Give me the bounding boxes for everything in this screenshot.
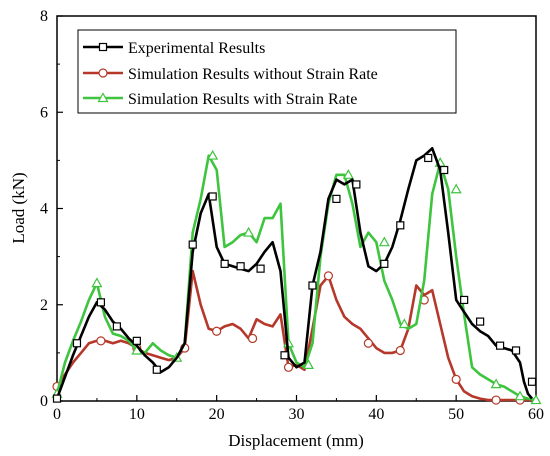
data-point	[323, 271, 334, 281]
data-point	[378, 236, 390, 247]
data-point	[527, 377, 537, 386]
legend-swatch-marker	[97, 92, 109, 103]
data-point	[220, 259, 229, 268]
data-point	[450, 183, 462, 194]
x-tick-label: 60	[528, 406, 544, 423]
data-point	[476, 317, 485, 326]
x-axis-title: Displacement (mm)	[228, 431, 364, 450]
data-point	[280, 351, 289, 360]
data-point	[212, 326, 222, 336]
legend-swatch-marker	[98, 42, 108, 52]
legend-box	[77, 29, 457, 114]
y-tick-label: 6	[40, 104, 48, 121]
data-point	[236, 262, 245, 271]
data-point	[96, 336, 106, 346]
data-point	[132, 336, 141, 345]
data-point	[342, 169, 354, 179]
x-axis-ticks: 0 10 20 30 40 50 60	[53, 395, 544, 423]
series-layer	[51, 147, 542, 405]
data-point	[395, 345, 405, 356]
data-point	[530, 394, 542, 405]
data-point	[72, 339, 82, 348]
data-point	[396, 221, 405, 230]
x-tick-label: 30	[289, 406, 305, 423]
data-point	[451, 374, 461, 384]
data-point	[283, 362, 294, 372]
data-point	[363, 338, 373, 348]
legend-label: Experimental Results	[128, 40, 265, 57]
data-point	[91, 277, 103, 288]
x-tick-label: 10	[129, 406, 145, 423]
series-0	[52, 147, 537, 403]
x-tick-label: 40	[368, 406, 384, 423]
data-point	[112, 322, 121, 331]
data-point	[511, 346, 521, 355]
legend-label: Simulation Results with Strain Rate	[128, 91, 357, 108]
legend-swatch-marker	[98, 68, 108, 78]
data-point	[302, 359, 315, 370]
data-point	[188, 240, 197, 249]
data-point	[208, 192, 217, 201]
data-point	[243, 226, 255, 237]
data-point	[207, 149, 219, 160]
y-tick-label: 4	[40, 201, 48, 218]
data-point	[398, 318, 410, 329]
data-point	[308, 281, 317, 290]
data-point	[152, 365, 161, 374]
data-point	[514, 390, 526, 401]
y-axis-ticks: 0 2 4 6 8	[40, 8, 63, 410]
data-point	[352, 180, 361, 189]
y-tick-label: 8	[40, 8, 48, 25]
data-point	[256, 264, 265, 273]
data-point	[440, 165, 449, 175]
data-point	[96, 298, 106, 307]
data-point	[495, 341, 505, 350]
data-point	[424, 153, 433, 163]
series-line	[55, 147, 533, 400]
data-point	[332, 194, 341, 203]
legend: Experimental Results Simulation Results w…	[77, 29, 457, 114]
y-tick-label: 0	[40, 393, 48, 410]
data-point	[52, 394, 62, 403]
legend-label: Simulation Results without Strain Rate	[128, 66, 378, 83]
y-axis-title: Load (kN)	[9, 172, 28, 243]
data-point	[380, 259, 389, 268]
data-point	[491, 395, 501, 405]
y-tick-label: 2	[40, 297, 48, 314]
x-tick-label: 20	[209, 406, 225, 423]
data-point	[460, 295, 469, 305]
data-point	[247, 333, 258, 344]
data-point	[490, 378, 502, 389]
x-tick-label: 0	[53, 406, 61, 423]
x-tick-label: 50	[448, 406, 464, 423]
